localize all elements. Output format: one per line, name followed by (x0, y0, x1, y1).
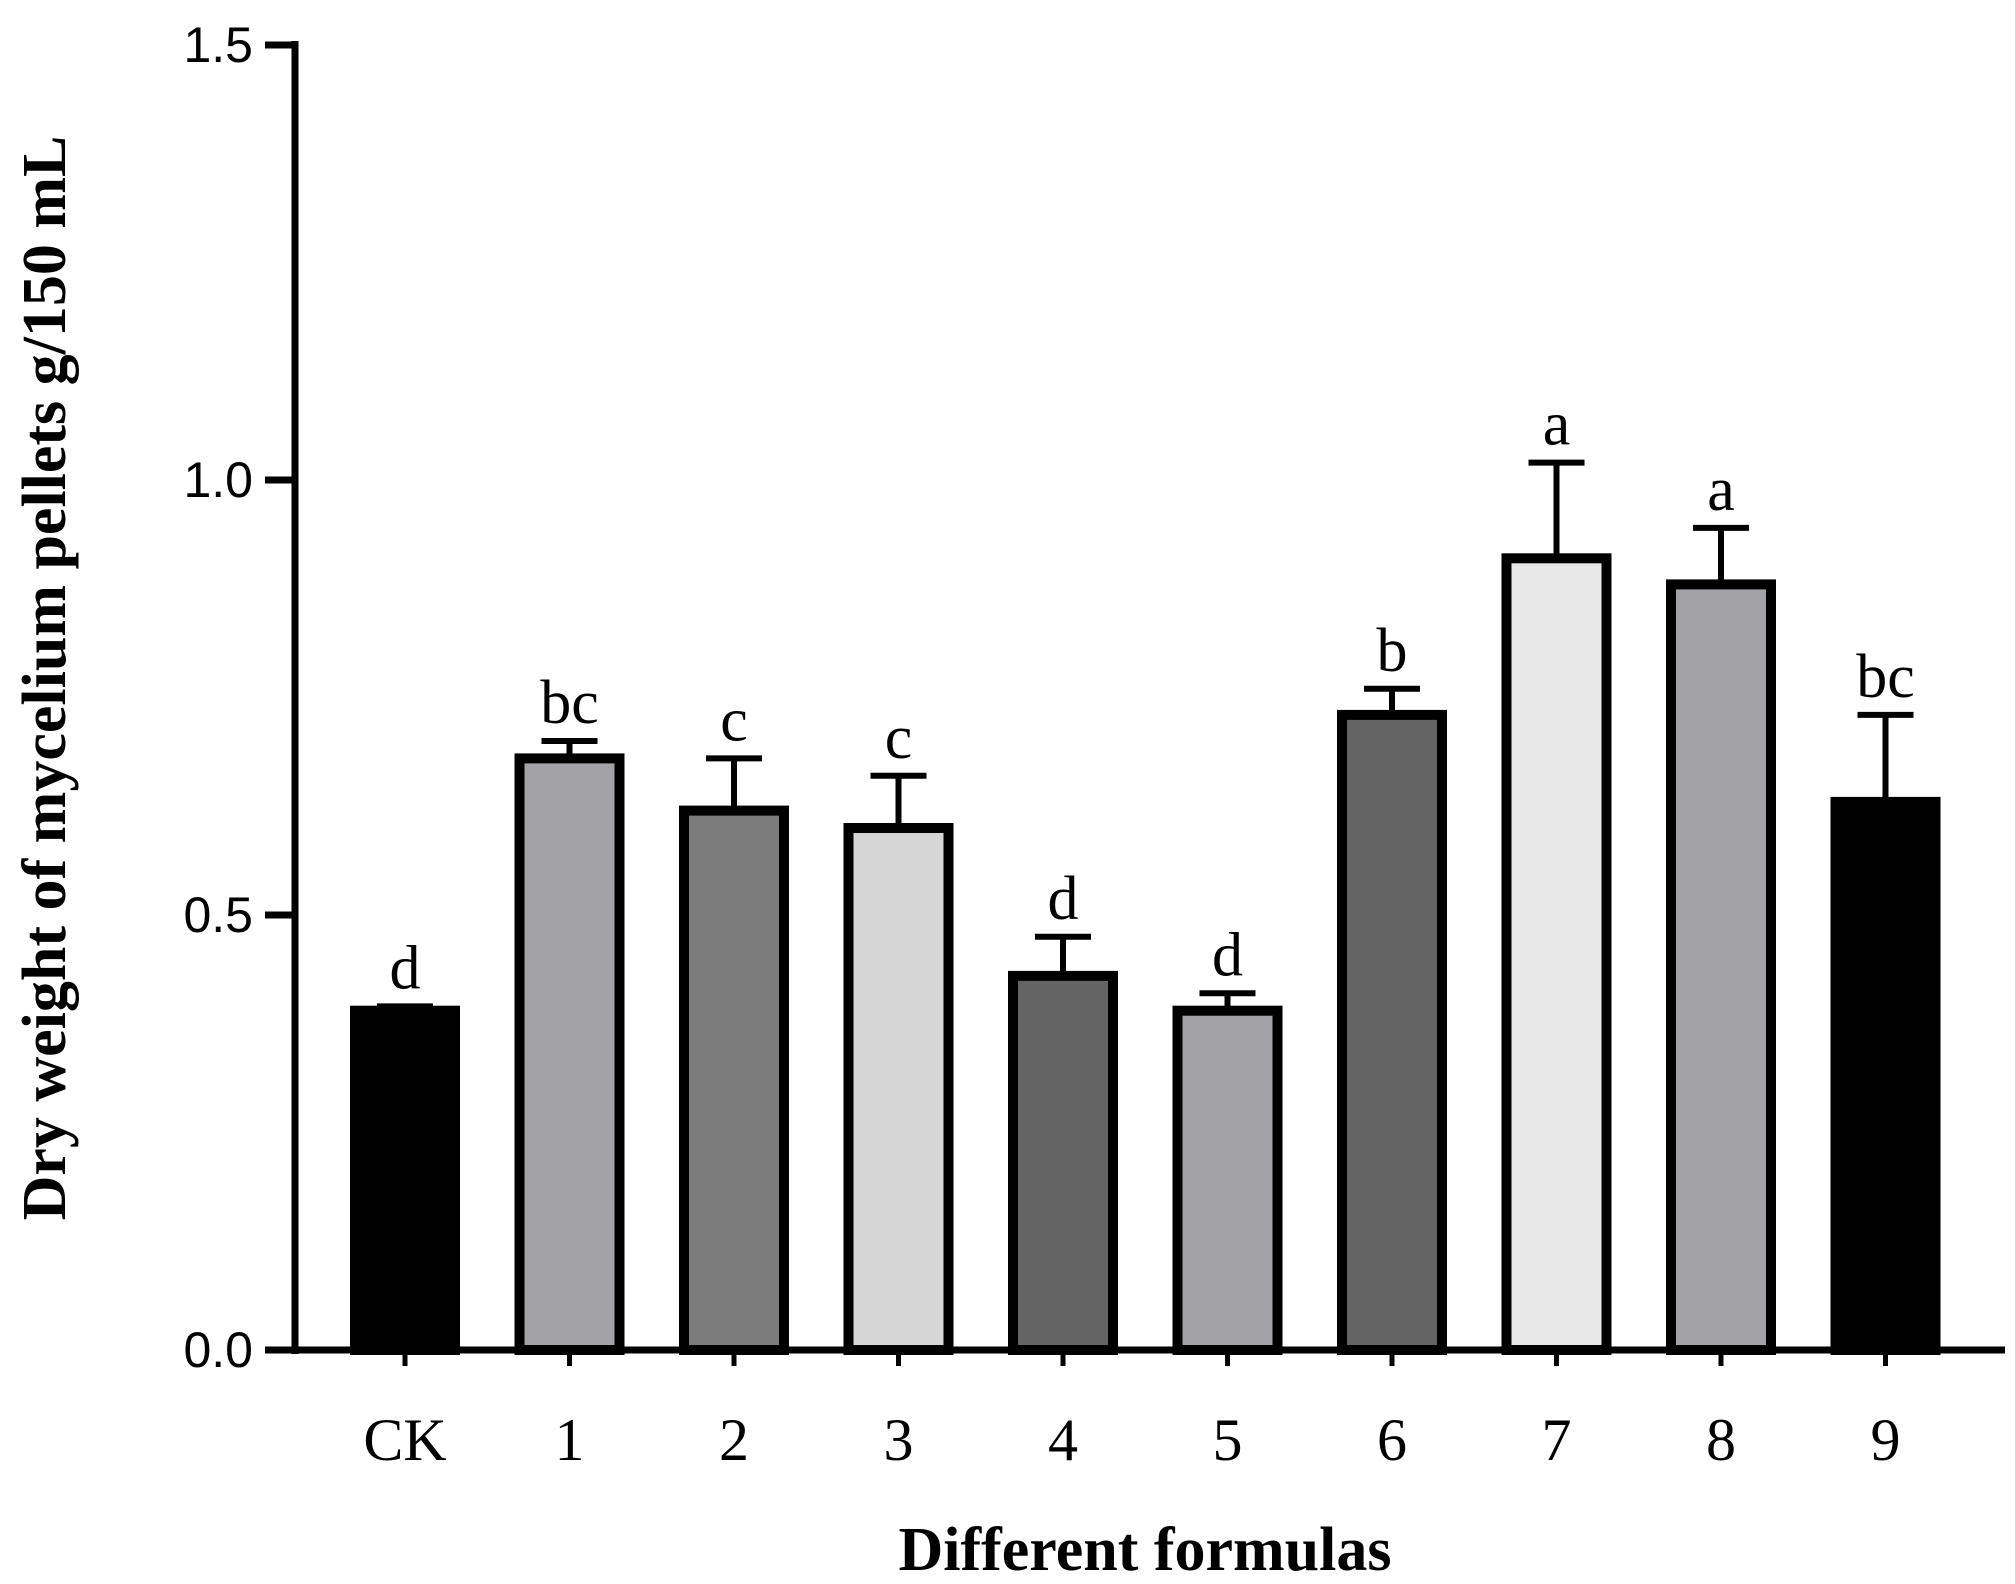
bar (843, 823, 954, 1355)
x-tick-label: 7 (1542, 1407, 1572, 1473)
significance-label: bc (540, 669, 599, 737)
bar (514, 753, 625, 1355)
y-tick-label: 1.0 (183, 452, 253, 508)
y-axis: 0.0 0.5 1.0 1.5 (183, 17, 299, 1378)
bar (350, 1005, 460, 1355)
significance-label: b (1377, 617, 1408, 685)
significance-label: c (720, 686, 748, 754)
bar (1337, 709, 1447, 1355)
x-axis-title: Different formulas (898, 1516, 1391, 1584)
y-tick-label: 0.5 (183, 887, 253, 943)
bars-group (350, 553, 1941, 1356)
significance-label: c (885, 704, 913, 772)
error-bars-group (377, 459, 1914, 1011)
significance-label: bc (1856, 643, 1915, 711)
bar (1172, 1005, 1283, 1355)
x-tick-label: 4 (1048, 1407, 1078, 1473)
x-tick-label: 9 (1871, 1407, 1901, 1473)
x-tick-label: 2 (719, 1407, 749, 1473)
bar (1501, 553, 1612, 1355)
x-tick-label: 1 (555, 1407, 585, 1473)
x-tick-label: 6 (1377, 1407, 1407, 1473)
significance-labels-group: d bc c c d d b a a bc (390, 391, 1915, 1003)
significance-label: d (390, 934, 421, 1002)
bar (1830, 796, 1941, 1355)
x-axis: CK 1 2 3 4 5 6 7 8 9 (295, 1346, 2005, 1473)
bar (679, 805, 789, 1355)
bar (1008, 970, 1118, 1356)
x-tick-label: CK (363, 1407, 446, 1473)
y-tick-label: 0.0 (183, 1322, 253, 1378)
y-tick-label: 1.5 (183, 17, 253, 73)
significance-label: d (1048, 865, 1079, 933)
significance-label: a (1707, 456, 1735, 524)
significance-label: a (1543, 391, 1571, 459)
x-tick-label: 5 (1213, 1407, 1243, 1473)
x-tick-label: 3 (884, 1407, 914, 1473)
x-tick-label: 8 (1706, 1407, 1736, 1473)
significance-label: d (1212, 921, 1243, 989)
bar (1666, 579, 1776, 1355)
y-axis-title: Dry weight of mycelium pellets g/150 mL (11, 136, 79, 1221)
